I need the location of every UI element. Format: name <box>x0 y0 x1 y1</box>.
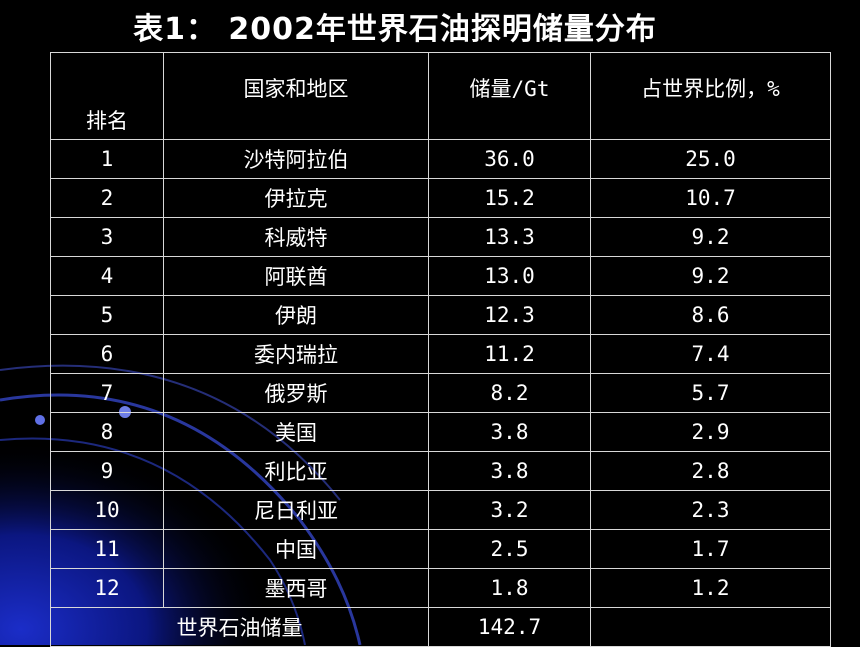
deco-dot-icon <box>35 415 45 425</box>
cell-rank: 10 <box>50 490 164 530</box>
cell-country: 伊朗 <box>163 295 429 335</box>
cell-country: 俄罗斯 <box>163 373 429 413</box>
table-row: 12 墨西哥 1.8 1.2 <box>50 568 831 608</box>
cell-rank: 7 <box>50 373 164 413</box>
cell-share: 1.2 <box>590 568 831 608</box>
cell-rank: 2 <box>50 178 164 218</box>
cell-rank: 3 <box>50 217 164 257</box>
table-row: 8 美国 3.8 2.9 <box>50 412 831 452</box>
cell-reserve: 13.0 <box>428 256 591 296</box>
cell-reserve: 11.2 <box>428 334 591 374</box>
total-share <box>590 607 831 647</box>
cell-country: 科威特 <box>163 217 429 257</box>
cell-rank: 9 <box>50 451 164 491</box>
table-row: 2 伊拉克 15.2 10.7 <box>50 178 831 218</box>
cell-reserve: 8.2 <box>428 373 591 413</box>
table-row: 9 利比亚 3.8 2.8 <box>50 451 831 491</box>
cell-country: 尼日利亚 <box>163 490 429 530</box>
cell-reserve: 3.2 <box>428 490 591 530</box>
table-row: 5 伊朗 12.3 8.6 <box>50 295 831 335</box>
cell-rank: 8 <box>50 412 164 452</box>
cell-country: 中国 <box>163 529 429 569</box>
cell-rank: 1 <box>50 139 164 179</box>
cell-rank: 6 <box>50 334 164 374</box>
cell-share: 2.3 <box>590 490 831 530</box>
cell-rank: 12 <box>50 568 164 608</box>
cell-country: 阿联酋 <box>163 256 429 296</box>
oil-reserve-table: 排名 国家和地区 储量/Gt 占世界比例，% 1 沙特阿拉伯 36.0 25.0 2 伊拉… <box>50 52 831 647</box>
cell-reserve: 13.3 <box>428 217 591 257</box>
cell-share: 9.2 <box>590 256 831 296</box>
total-label: 世界石油储量 <box>50 607 429 647</box>
cell-country: 墨西哥 <box>163 568 429 608</box>
table-row: 10 尼日利亚 3.2 2.3 <box>50 490 831 530</box>
cell-reserve: 3.8 <box>428 451 591 491</box>
cell-share: 8.6 <box>590 295 831 335</box>
cell-share: 9.2 <box>590 217 831 257</box>
table-header-row: 排名 国家和地区 储量/Gt 占世界比例，% <box>50 52 831 140</box>
cell-reserve: 36.0 <box>428 139 591 179</box>
cell-country: 委内瑞拉 <box>163 334 429 374</box>
cell-share: 1.7 <box>590 529 831 569</box>
table-row: 1 沙特阿拉伯 36.0 25.0 <box>50 139 831 179</box>
table-row: 6 委内瑞拉 11.2 7.4 <box>50 334 831 374</box>
total-value: 142.7 <box>428 607 591 647</box>
cell-reserve: 15.2 <box>428 178 591 218</box>
table-row: 11 中国 2.5 1.7 <box>50 529 831 569</box>
cell-rank: 5 <box>50 295 164 335</box>
cell-reserve: 1.8 <box>428 568 591 608</box>
cell-share: 10.7 <box>590 178 831 218</box>
cell-reserve: 2.5 <box>428 529 591 569</box>
cell-country: 利比亚 <box>163 451 429 491</box>
cell-country: 伊拉克 <box>163 178 429 218</box>
table-row: 3 科威特 13.3 9.2 <box>50 217 831 257</box>
table-total-row: 世界石油储量 142.7 <box>50 607 831 647</box>
cell-share: 7.4 <box>590 334 831 374</box>
table-row: 4 阿联酋 13.0 9.2 <box>50 256 831 296</box>
cell-country: 沙特阿拉伯 <box>163 139 429 179</box>
table-row: 7 俄罗斯 8.2 5.7 <box>50 373 831 413</box>
cell-reserve: 12.3 <box>428 295 591 335</box>
cell-share: 5.7 <box>590 373 831 413</box>
cell-rank: 4 <box>50 256 164 296</box>
header-reserve: 储量/Gt <box>428 52 591 140</box>
page-title: 表1： 2002年世界石油探明储量分布 <box>133 12 657 47</box>
header-country: 国家和地区 <box>163 52 429 140</box>
cell-share: 2.8 <box>590 451 831 491</box>
cell-country: 美国 <box>163 412 429 452</box>
cell-rank: 11 <box>50 529 164 569</box>
cell-share: 25.0 <box>590 139 831 179</box>
cell-share: 2.9 <box>590 412 831 452</box>
cell-reserve: 3.8 <box>428 412 591 452</box>
header-rank: 排名 <box>50 52 164 140</box>
header-share: 占世界比例，% <box>590 52 831 140</box>
